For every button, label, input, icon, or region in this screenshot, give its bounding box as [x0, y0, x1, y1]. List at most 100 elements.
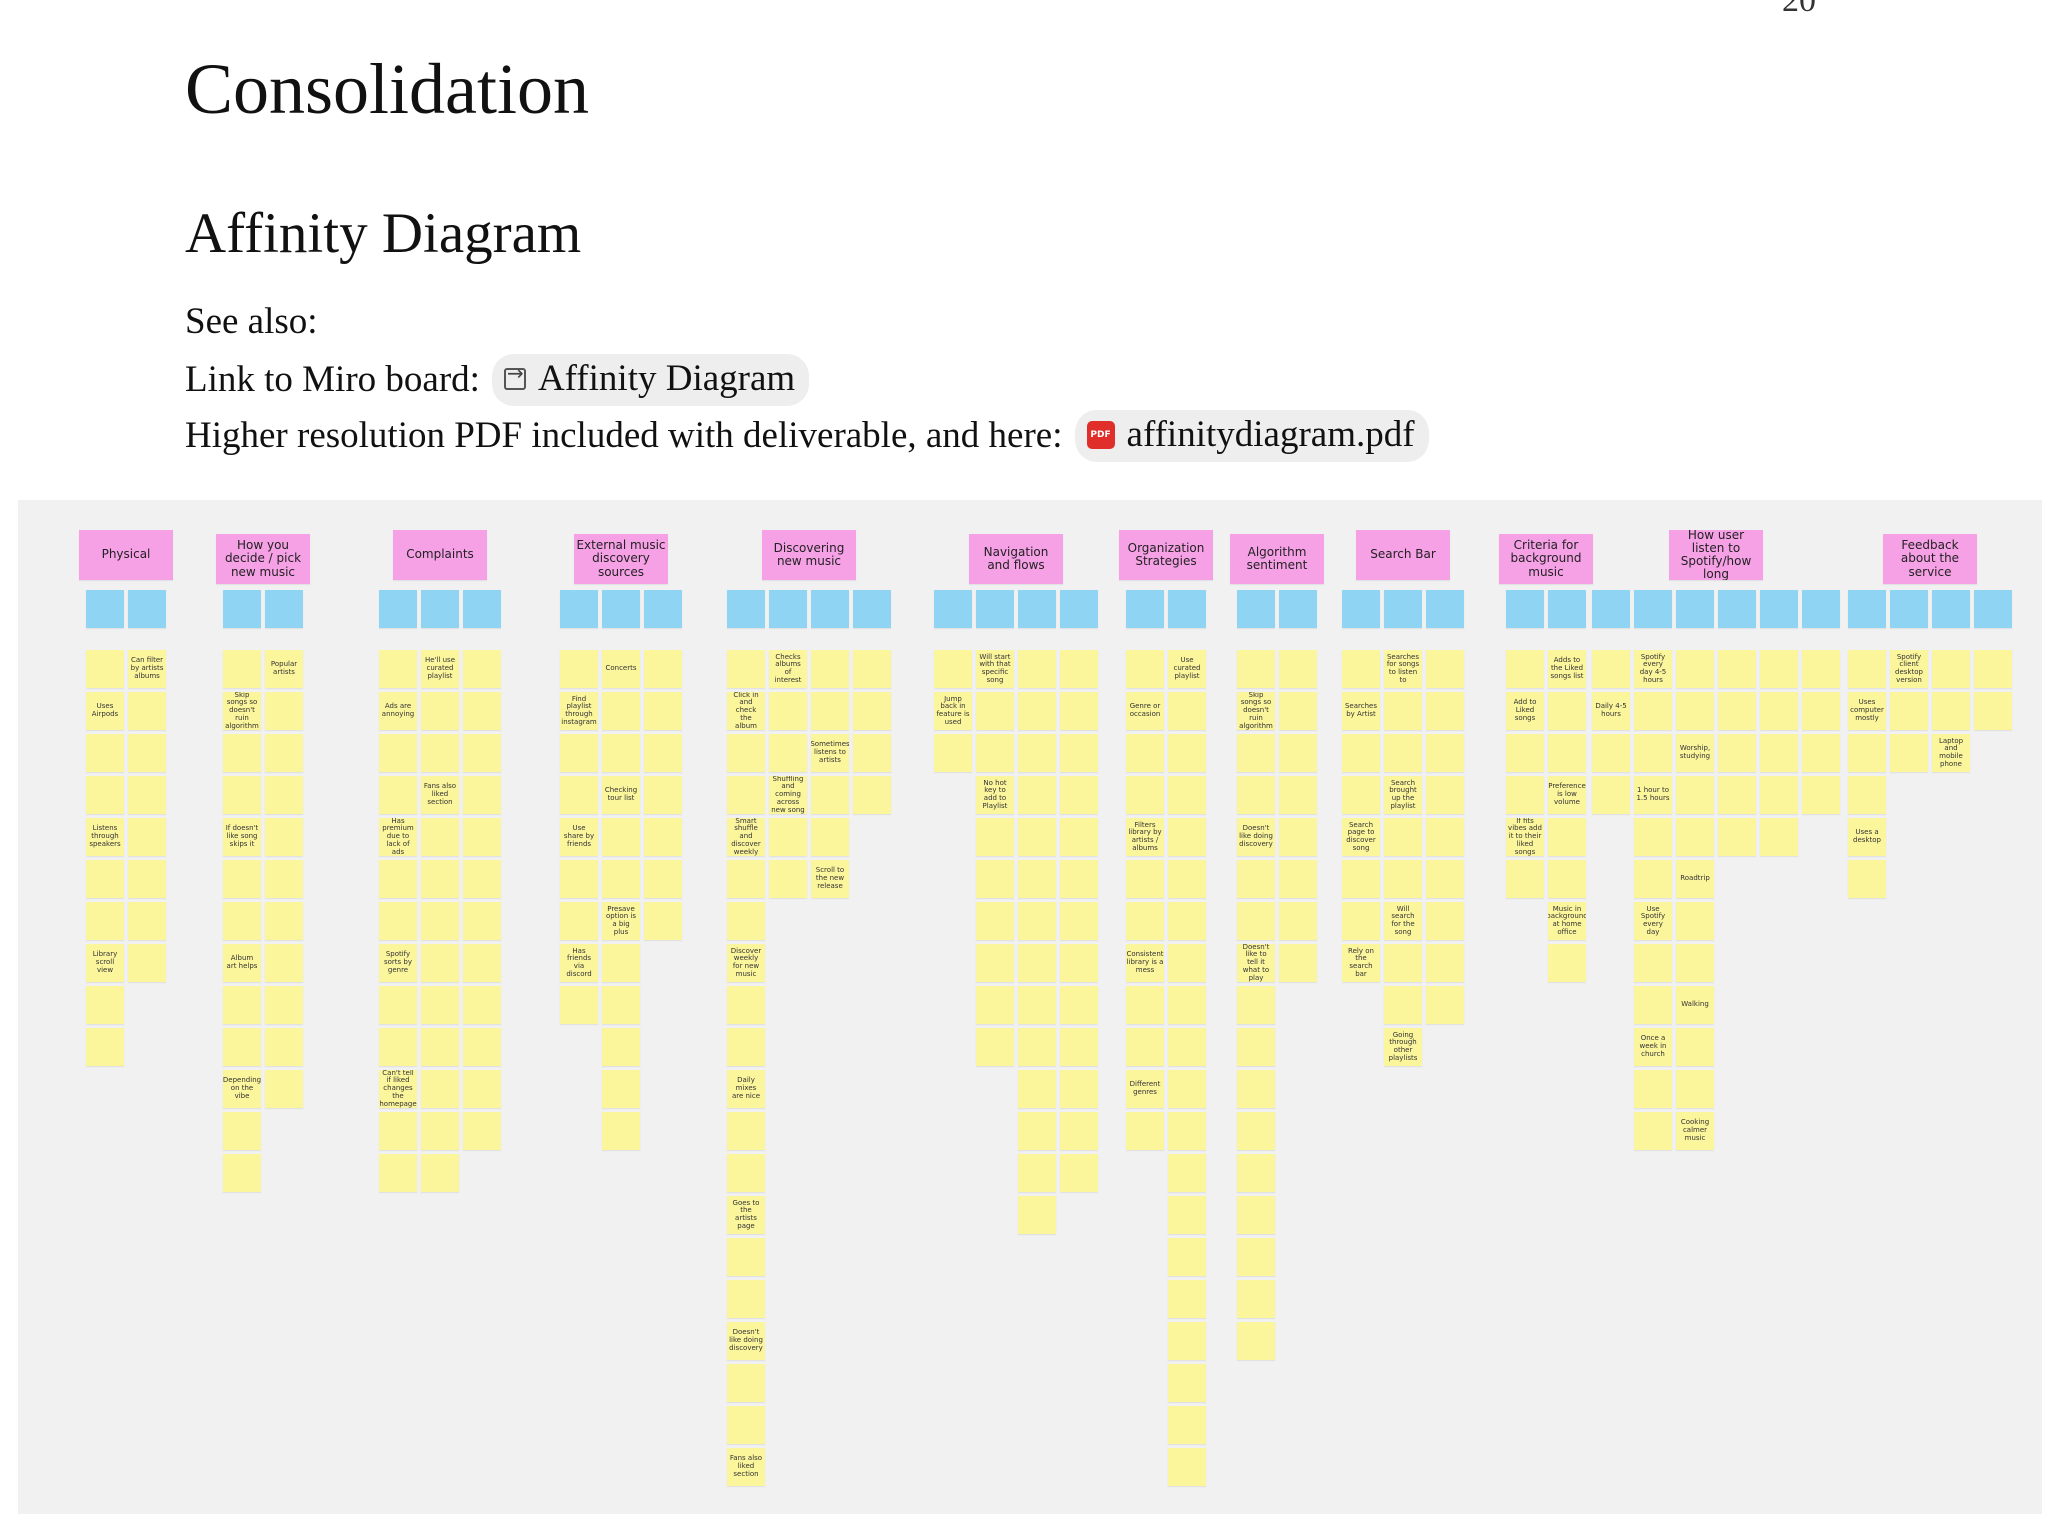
sticky-note	[1060, 1070, 1098, 1108]
sticky-note-label: Will search for the song	[1384, 902, 1422, 940]
sticky-note	[1018, 1154, 1056, 1192]
sticky-note	[769, 860, 807, 898]
sticky-note	[1548, 734, 1586, 772]
sticky-note-label: Scroll to the new release	[811, 860, 849, 898]
sticky-note	[602, 692, 640, 730]
sticky-note	[602, 1112, 640, 1150]
sticky-note	[1548, 692, 1586, 730]
sticky-note	[421, 944, 459, 982]
sticky-note	[811, 692, 849, 730]
sticky-note	[1676, 902, 1714, 940]
sticky-note	[1676, 944, 1714, 982]
sticky-note	[1426, 734, 1464, 772]
sticky-note	[421, 818, 459, 856]
sticky-note	[1974, 650, 2012, 688]
sticky-note	[976, 734, 1014, 772]
sticky-note-label: Genre or occasion	[1126, 692, 1164, 730]
sticky-note	[421, 1070, 459, 1108]
sticky-note	[1426, 650, 1464, 688]
question-note	[1018, 590, 1056, 628]
sticky-note	[1718, 818, 1756, 856]
sticky-note	[1384, 860, 1422, 898]
sticky-note	[1848, 650, 1886, 688]
sticky-note	[1634, 860, 1672, 898]
question-note	[1974, 590, 2012, 628]
sticky-note	[1237, 986, 1275, 1024]
sticky-note-label: Add to Liked songs	[1506, 692, 1544, 730]
miro-board-link-label: Affinity Diagram	[537, 358, 796, 399]
sticky-note	[1237, 1070, 1275, 1108]
sticky-note-label: If doesn't like song skips it	[223, 818, 261, 856]
sticky-note	[265, 1028, 303, 1066]
sticky-note	[1168, 986, 1206, 1024]
sticky-note	[602, 734, 640, 772]
sticky-note-label: Doesn't like doing discovery	[1237, 818, 1275, 856]
sticky-note	[1279, 650, 1317, 688]
sticky-note	[463, 734, 501, 772]
pdf-file-chip[interactable]: PDF affinitydiagram.pdf	[1074, 410, 1429, 463]
sticky-note	[1279, 692, 1317, 730]
sticky-note	[463, 650, 501, 688]
sticky-note-label: Checks albums of interest	[769, 650, 807, 688]
question-note	[769, 590, 807, 628]
sticky-note	[644, 818, 682, 856]
question-note	[421, 590, 459, 628]
sticky-note	[1237, 650, 1275, 688]
sticky-note	[602, 860, 640, 898]
question-note	[1592, 590, 1630, 628]
question-note	[644, 590, 682, 628]
sticky-note-label: Uses computer mostly	[1848, 692, 1886, 730]
sticky-note	[1506, 860, 1544, 898]
sticky-note	[602, 986, 640, 1024]
sticky-note	[1384, 944, 1422, 982]
sticky-note	[1426, 986, 1464, 1024]
sticky-note	[602, 1028, 640, 1066]
question-note	[86, 590, 124, 628]
question-note	[811, 590, 849, 628]
sticky-note-label: Concerts	[602, 650, 640, 688]
miro-board-link-chip[interactable]: Affinity Diagram	[491, 354, 810, 407]
sticky-note	[1279, 944, 1317, 982]
sticky-note	[1592, 734, 1630, 772]
sticky-note	[1060, 860, 1098, 898]
sticky-note	[463, 1028, 501, 1066]
sticky-note	[223, 1028, 261, 1066]
sticky-note	[560, 902, 598, 940]
sticky-note-label: Searches by Artist	[1342, 692, 1380, 730]
diagram-column-header: Organization Strategies	[1119, 530, 1213, 580]
sticky-note	[811, 650, 849, 688]
sticky-note	[811, 776, 849, 814]
diagram-column-header: Criteria for background music	[1499, 534, 1593, 584]
see-also-label: See also:	[185, 301, 318, 342]
sticky-note-label: Laptop and mobile phone	[1932, 734, 1970, 772]
sticky-note	[421, 692, 459, 730]
sticky-note-label: Fans also liked section	[727, 1448, 765, 1486]
question-note	[1126, 590, 1164, 628]
question-note	[223, 590, 261, 628]
sticky-note	[976, 1028, 1014, 1066]
sticky-note	[1168, 1070, 1206, 1108]
sticky-note	[1676, 1070, 1714, 1108]
sticky-note	[1126, 776, 1164, 814]
sticky-note-label: Fans also liked section	[421, 776, 459, 814]
sticky-note-label: Different genres	[1126, 1070, 1164, 1108]
sticky-note-label: Doesn't like doing discovery	[727, 1322, 765, 1360]
sticky-note	[265, 860, 303, 898]
question-note	[1634, 590, 1672, 628]
sticky-note	[1126, 1028, 1164, 1066]
sticky-note	[976, 692, 1014, 730]
sticky-note	[727, 986, 765, 1024]
sticky-note	[1890, 692, 1928, 730]
sticky-note	[727, 1406, 765, 1444]
question-note	[1676, 590, 1714, 628]
sticky-note	[1848, 776, 1886, 814]
sticky-note	[1718, 776, 1756, 814]
sticky-note	[1718, 734, 1756, 772]
sticky-note	[223, 986, 261, 1024]
sticky-note	[1168, 1154, 1206, 1192]
sticky-note	[1018, 1070, 1056, 1108]
sticky-note	[1384, 734, 1422, 772]
sticky-note-label: Album art helps	[223, 944, 261, 982]
question-note	[1548, 590, 1586, 628]
sticky-note	[560, 650, 598, 688]
